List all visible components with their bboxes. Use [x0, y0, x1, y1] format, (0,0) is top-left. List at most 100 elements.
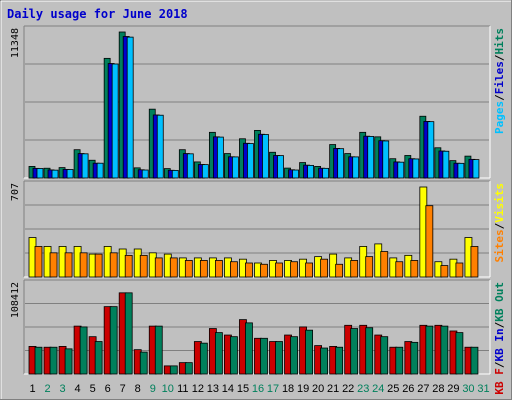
bar-sites-day-11	[184, 260, 193, 278]
bar-kb_out-day-14	[230, 336, 238, 375]
bar-kb_out-day-8	[139, 351, 148, 375]
legend-entry: Hits	[493, 28, 506, 55]
day-label-9: 9	[150, 383, 156, 395]
bar-pages-day-7	[126, 36, 134, 179]
day-label-17: 17	[267, 383, 279, 395]
legend-entry: KB In	[493, 328, 506, 361]
bar-sites-day-22	[350, 260, 359, 278]
chart-title: Daily usage for June 2018	[7, 7, 188, 21]
bar-kb_out-day-19	[305, 329, 313, 375]
bar-kb_out-day-27	[425, 325, 434, 375]
bar-pages-day-3	[66, 169, 74, 179]
bar-kb_out-day-29	[455, 332, 464, 375]
bar-sites-day-29	[455, 262, 464, 278]
bar-sites-day-14	[230, 261, 238, 278]
bar-sites-day-12	[199, 260, 208, 278]
bar-pages-day-27	[427, 121, 435, 179]
legend-entry: KB Out	[493, 282, 506, 322]
bar-kb_out-day-1	[34, 346, 43, 375]
day-label-27: 27	[417, 383, 429, 395]
bar-pages-day-1	[36, 168, 44, 179]
bar-pages-day-14	[232, 156, 239, 179]
bar-kb_out-day-23	[365, 327, 374, 375]
y-max-label: 108412	[10, 282, 21, 318]
day-label-31: 31	[477, 383, 489, 395]
bar-pages-day-25	[397, 161, 405, 179]
bar-sites-day-10	[169, 257, 178, 278]
bar-sites-day-21	[335, 263, 344, 278]
bar-sites-day-23	[365, 256, 374, 278]
bar-sites-day-17	[275, 262, 283, 278]
bar-sites-day-28	[440, 265, 449, 278]
day-label-18: 18	[282, 383, 294, 395]
legend-entry: KB F	[493, 368, 506, 395]
day-label-11: 11	[177, 383, 188, 395]
bar-pages-day-18	[292, 169, 299, 179]
day-label-4: 4	[75, 383, 81, 395]
bar-sites-day-4	[79, 252, 88, 278]
legend-separator: /	[493, 222, 506, 229]
bar-pages-day-29	[457, 162, 465, 179]
bar-sites-day-2	[49, 252, 58, 278]
bar-sites-day-19	[305, 262, 313, 278]
bar-pages-day-4	[81, 153, 89, 179]
day-label-2: 2	[44, 383, 50, 395]
bar-kb_out-day-12	[199, 342, 208, 375]
day-label-12: 12	[192, 383, 204, 395]
day-label-5: 5	[90, 383, 96, 395]
day-label-29: 29	[447, 383, 459, 395]
bar-sites-day-18	[290, 261, 298, 278]
bar-pages-day-23	[367, 136, 375, 179]
y-max-label: 11348	[10, 28, 21, 58]
bar-pages-day-28	[442, 150, 450, 179]
bar-kb_out-day-2	[49, 346, 58, 375]
day-label-30: 30	[462, 383, 474, 395]
bar-kb_out-day-6	[109, 306, 118, 375]
legend-entry: Pages	[493, 101, 506, 134]
day-label-26: 26	[402, 383, 414, 395]
bar-pages-day-9	[156, 114, 164, 179]
day-label-1: 1	[29, 383, 35, 395]
bar-kb_out-day-18	[290, 336, 298, 375]
bar-pages-day-15	[247, 143, 254, 179]
legend-separator: /	[493, 94, 506, 101]
legend-separator: /	[493, 54, 506, 61]
bar-pages-day-5	[96, 162, 104, 179]
bar-sites-day-20	[320, 258, 329, 278]
day-label-8: 8	[135, 383, 141, 395]
day-label-23: 23	[357, 383, 369, 395]
bar-pages-day-16	[262, 134, 269, 179]
day-label-3: 3	[60, 383, 66, 395]
bar-pages-day-26	[412, 158, 420, 179]
bar-pages-day-19	[307, 164, 314, 179]
bar-sites-day-25	[395, 261, 404, 278]
bar-pages-day-17	[277, 155, 284, 179]
bar-kb_out-day-9	[154, 325, 163, 375]
bar-kb_out-day-4	[79, 326, 88, 375]
day-label-20: 20	[312, 383, 324, 395]
bar-pages-day-12	[201, 164, 209, 179]
legend-entry: Files	[493, 61, 506, 94]
y-max-label: 707	[10, 183, 21, 201]
legend-kbytes: KB F/KB In/KB Out	[493, 282, 506, 395]
day-label-24: 24	[372, 383, 384, 395]
bar-sites-day-5	[94, 253, 103, 278]
bar-pages-day-13	[216, 136, 224, 179]
bar-sites-day-24	[380, 251, 389, 278]
bar-sites-day-8	[139, 254, 148, 278]
legend-hits-files-pages: Pages/Files/Hits	[493, 28, 506, 134]
bar-kb_out-day-10	[169, 365, 178, 375]
bar-kb_out-day-24	[380, 336, 389, 375]
day-label-25: 25	[387, 383, 399, 395]
day-label-22: 22	[342, 383, 354, 395]
bar-kb_out-day-30	[470, 346, 479, 375]
day-label-14: 14	[222, 383, 234, 395]
bar-kb_out-day-11	[184, 362, 193, 375]
day-label-7: 7	[120, 383, 126, 395]
bar-kb_out-day-15	[245, 322, 253, 375]
bar-kb_out-day-5	[94, 341, 103, 375]
bar-pages-day-6	[111, 63, 119, 179]
bar-sites-day-27	[425, 205, 434, 278]
bar-kb_out-day-16	[260, 337, 268, 375]
